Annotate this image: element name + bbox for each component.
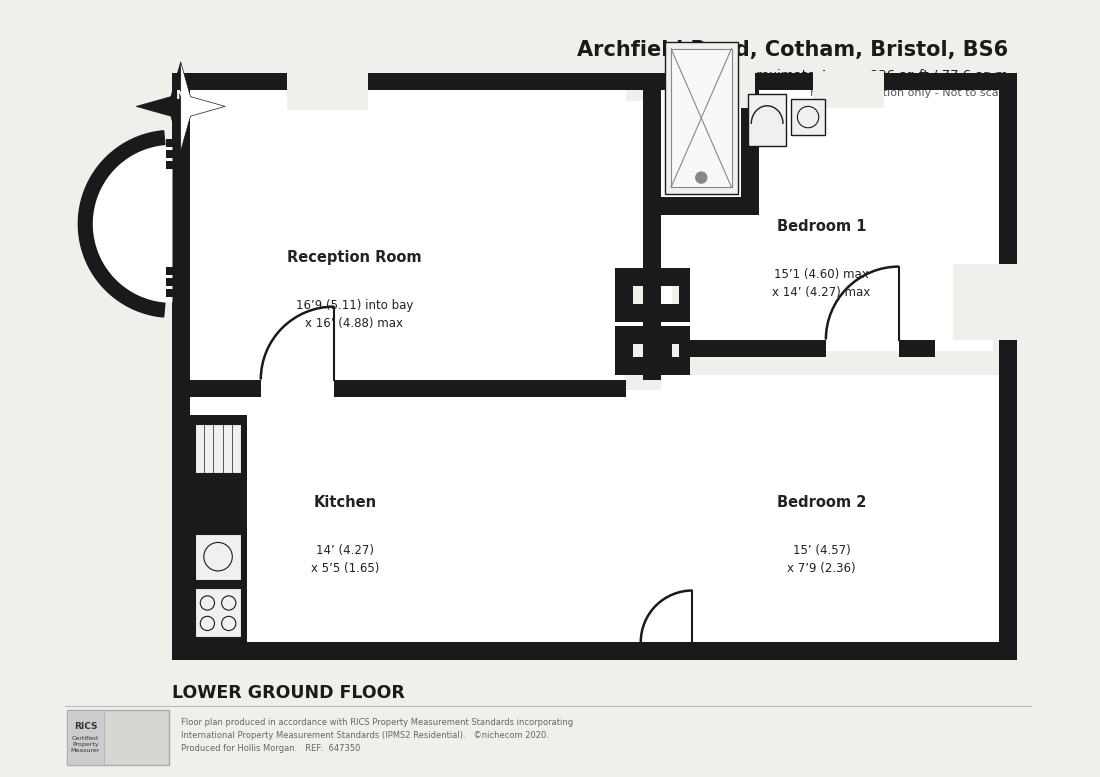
Bar: [661, 197, 741, 215]
Bar: [189, 380, 261, 397]
Text: Kitchen: Kitchen: [314, 495, 377, 510]
Bar: [661, 357, 690, 375]
Bar: [166, 267, 184, 276]
Bar: [953, 322, 1000, 340]
Bar: [189, 415, 248, 642]
Bar: [683, 71, 755, 108]
Bar: [661, 326, 690, 344]
Bar: [1000, 72, 1018, 660]
FancyBboxPatch shape: [67, 709, 169, 765]
Text: LOWER GROUND FLOOR: LOWER GROUND FLOOR: [172, 684, 405, 702]
Polygon shape: [180, 62, 226, 151]
Text: 15’ (4.57)
x 7’9 (2.36): 15’ (4.57) x 7’9 (2.36): [788, 544, 856, 575]
Bar: [601, 101, 993, 351]
Circle shape: [695, 172, 707, 184]
Bar: [813, 72, 830, 108]
Text: Reception Room: Reception Room: [287, 250, 421, 265]
Bar: [661, 340, 826, 357]
Bar: [661, 90, 1000, 340]
Bar: [187, 101, 562, 650]
Bar: [632, 344, 644, 357]
Bar: [306, 92, 350, 110]
FancyBboxPatch shape: [67, 709, 104, 765]
Bar: [791, 99, 825, 135]
Bar: [166, 150, 184, 158]
Bar: [702, 90, 737, 108]
Bar: [172, 72, 189, 660]
Bar: [672, 344, 679, 357]
Bar: [672, 286, 679, 304]
Bar: [664, 42, 738, 193]
Bar: [748, 94, 785, 145]
Text: 15’1 (4.60) max
x 14’ (4.27) max: 15’1 (4.60) max x 14’ (4.27) max: [772, 268, 870, 299]
Bar: [899, 340, 935, 357]
Bar: [671, 48, 732, 187]
Bar: [661, 304, 690, 322]
Bar: [615, 268, 632, 322]
Bar: [813, 71, 883, 108]
Text: Approximate Area = 836 sq ft / 77.6 sq m: Approximate Area = 836 sq ft / 77.6 sq m: [730, 68, 1009, 82]
Text: Bedroom 1: Bedroom 1: [777, 219, 866, 234]
Polygon shape: [94, 146, 172, 302]
Bar: [166, 161, 184, 169]
Bar: [350, 72, 367, 110]
Bar: [195, 588, 241, 637]
Bar: [830, 90, 866, 108]
Bar: [644, 90, 661, 215]
Bar: [189, 90, 626, 642]
Text: International Property Measurement Standards (IPMS2 Residential).   ©nichecom 20: International Property Measurement Stand…: [180, 731, 549, 740]
Text: Archfield Road, Cotham, Bristol, BS6: Archfield Road, Cotham, Bristol, BS6: [578, 40, 1009, 61]
Bar: [661, 268, 690, 286]
Bar: [737, 72, 755, 108]
Text: Floor plan produced in accordance with RICS Property Measurement Standards incor: Floor plan produced in accordance with R…: [180, 718, 573, 726]
Polygon shape: [136, 62, 180, 151]
Polygon shape: [78, 131, 165, 317]
Bar: [632, 286, 644, 304]
Bar: [953, 264, 1018, 340]
Bar: [683, 72, 702, 108]
Bar: [866, 72, 883, 108]
Bar: [741, 90, 759, 215]
Bar: [195, 424, 241, 473]
Bar: [287, 71, 367, 110]
Bar: [189, 415, 248, 642]
Bar: [661, 375, 1000, 642]
Text: Produced for Hollis Morgan.   REF:  647350: Produced for Hollis Morgan. REF: 647350: [180, 744, 360, 754]
Bar: [172, 72, 1018, 90]
Bar: [601, 390, 993, 650]
Text: 16’9 (5.11) into bay
x 16’ (4.88) max: 16’9 (5.11) into bay x 16’ (4.88) max: [296, 299, 412, 330]
Text: N: N: [176, 89, 186, 103]
Text: RICS: RICS: [74, 722, 97, 731]
Bar: [195, 534, 241, 580]
Bar: [615, 268, 644, 286]
Bar: [166, 278, 184, 286]
Bar: [615, 357, 644, 375]
Bar: [615, 326, 632, 375]
Bar: [953, 264, 971, 340]
Text: Certified
Property
Measurer: Certified Property Measurer: [70, 736, 100, 753]
Bar: [672, 268, 690, 322]
Bar: [287, 72, 306, 110]
Bar: [615, 304, 644, 322]
Bar: [615, 326, 644, 344]
Bar: [172, 642, 1018, 660]
Text: Bedroom 2: Bedroom 2: [777, 495, 866, 510]
Bar: [166, 139, 184, 148]
Bar: [644, 215, 661, 380]
Bar: [672, 326, 690, 375]
Text: For identification only - Not to scale: For identification only - Not to scale: [810, 88, 1009, 98]
Text: 14’ (4.27)
x 5’5 (1.65): 14’ (4.27) x 5’5 (1.65): [311, 544, 379, 575]
Bar: [953, 264, 1000, 282]
Bar: [333, 380, 626, 397]
Bar: [166, 289, 184, 297]
